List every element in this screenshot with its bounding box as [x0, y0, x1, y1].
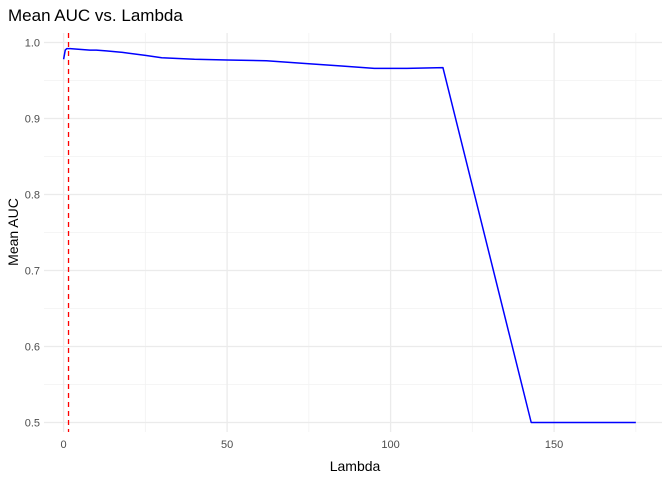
tick-labels: 0 50 100 150 0.5 0.6 0.7 0.8 0.9 1.0 — [25, 38, 564, 452]
x-tick-label: 150 — [545, 439, 563, 451]
x-tick-label: 100 — [381, 439, 399, 451]
y-tick-label: 0.8 — [25, 190, 40, 202]
y-tick-label: 1.0 — [25, 38, 40, 50]
y-tick-label: 0.9 — [25, 114, 40, 126]
plot-area — [62, 33, 636, 432]
y-axis-title: Mean AUC — [5, 198, 21, 266]
y-tick-label: 0.7 — [25, 266, 40, 278]
chart-title: Mean AUC vs. Lambda — [8, 6, 183, 25]
x-axis-title: Lambda — [330, 458, 381, 474]
x-tick-label: 0 — [61, 439, 67, 451]
x-tick-label: 50 — [221, 439, 233, 451]
series-line-0 — [62, 47, 636, 424]
y-tick-label: 0.6 — [25, 342, 40, 354]
y-tick-label: 0.5 — [25, 418, 40, 430]
grid — [44, 33, 662, 432]
